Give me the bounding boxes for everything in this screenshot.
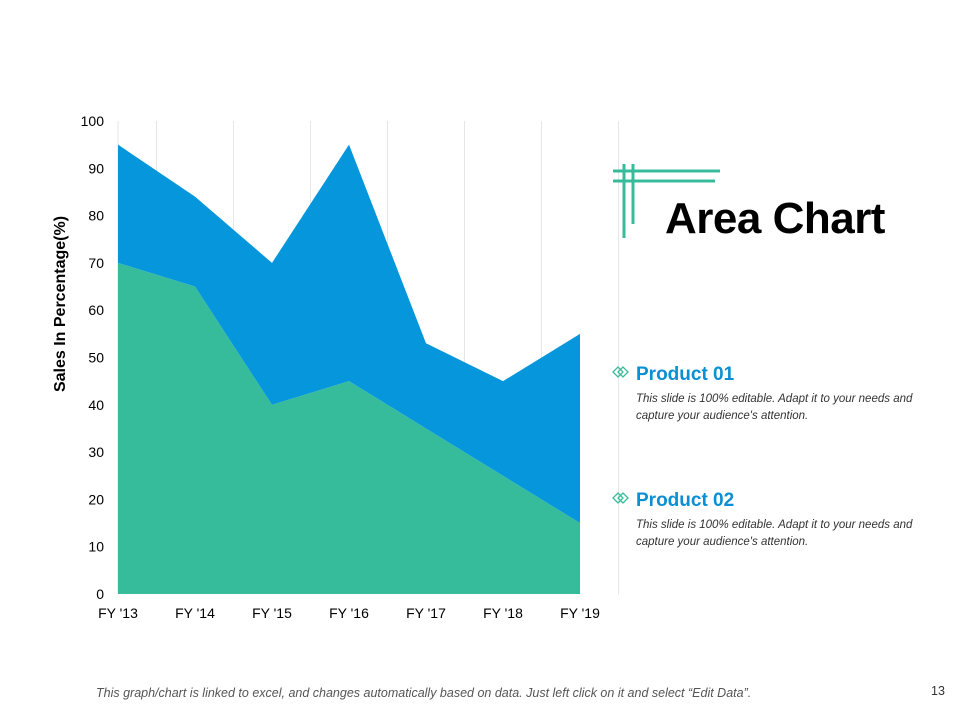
x-tick-label: FY '19 — [560, 605, 600, 621]
y-tick-label: 20 — [88, 491, 104, 507]
x-tick-label: FY '16 — [329, 605, 369, 621]
y-axis-ticks: 0 10 20 30 40 50 60 70 80 90 100 — [81, 113, 105, 602]
diamond-icon — [612, 366, 629, 378]
legend-description: This slide is 100% editable. Adapt it to… — [636, 519, 913, 548]
y-tick-label: 80 — [88, 208, 104, 224]
chart-areas — [118, 144, 580, 594]
y-tick-label: 30 — [88, 444, 104, 460]
legend-name: Product 01 — [636, 364, 735, 385]
area-series-product-01 — [118, 144, 580, 524]
footer-note: This graph/chart is linked to excel, and… — [96, 686, 752, 700]
y-tick-label: 60 — [88, 302, 104, 318]
y-tick-label: 10 — [88, 539, 104, 555]
x-tick-label: FY '17 — [406, 605, 446, 621]
diamond-icon — [612, 492, 629, 504]
y-tick-label: 100 — [81, 113, 105, 129]
x-tick-label: FY '18 — [483, 605, 523, 621]
x-tick-label: FY '14 — [175, 605, 215, 621]
x-axis-ticks: FY '13 FY '14 FY '15 FY '16 FY '17 FY '18 FY '… — [98, 605, 600, 621]
title-decoration — [613, 164, 720, 238]
y-tick-label: 90 — [88, 160, 104, 176]
y-tick-label: 50 — [88, 350, 104, 366]
y-axis-title: Sales In Percentage(%) — [52, 216, 69, 392]
legend-description: This slide is 100% editable. Adapt it to… — [636, 393, 913, 422]
y-tick-label: 0 — [96, 586, 104, 602]
y-tick-label: 40 — [88, 397, 104, 413]
slide-title: Area Chart — [665, 194, 885, 243]
legend-name: Product 02 — [636, 490, 735, 511]
x-tick-label: FY '15 — [252, 605, 292, 621]
page-number: 13 — [931, 684, 945, 698]
x-tick-label: FY '13 — [98, 605, 138, 621]
y-tick-label: 70 — [88, 255, 104, 271]
